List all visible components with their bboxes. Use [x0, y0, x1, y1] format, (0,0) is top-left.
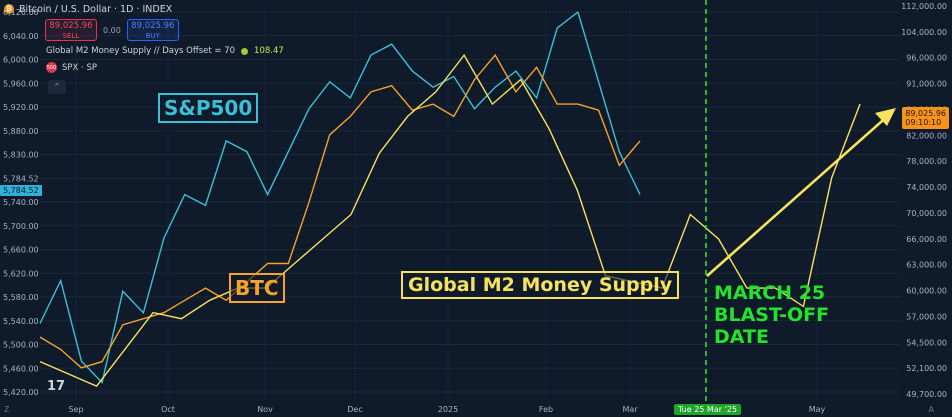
left-tick-label: 5,960.00	[3, 79, 39, 88]
buy-price: 89,025.96	[131, 21, 175, 31]
countdown: 09:10:10	[905, 118, 942, 127]
right-tick-label: 60,000.00	[906, 287, 947, 296]
chevron-up-icon: ⌃	[53, 82, 61, 91]
x-tick-label: Feb	[539, 405, 553, 414]
current-price: 89,025.96	[905, 109, 946, 118]
left-tick-label: 5,740.00	[3, 198, 39, 207]
left-tick-label: 5,580.00	[3, 293, 39, 302]
x-tick-label: Oct	[161, 405, 175, 414]
m2-status-icon	[241, 47, 249, 55]
march-line-3: DATE	[714, 326, 769, 348]
right-tick-label: 104,000.00	[901, 28, 947, 37]
buy-label: BUY	[145, 32, 160, 40]
left-tick-label: 5,500.00	[3, 341, 39, 350]
blast-off-arrow-line	[706, 113, 891, 277]
symbol-title: Bitcoin / U.S. Dollar · 1D · INDEX	[19, 3, 173, 15]
collapse-legend-button[interactable]: ⌃	[48, 80, 66, 94]
right-tick-label: 112,000.00	[901, 2, 947, 11]
right-tick-label: 54,500.00	[906, 338, 947, 347]
right-tick-label: 91,000.00	[906, 80, 947, 89]
left-tick-label: 5,920.00	[3, 103, 39, 112]
spx-icon: 500	[46, 62, 57, 73]
left-tick-label: 5,420.00	[3, 388, 39, 397]
right-tick-label: 70,000.00	[906, 209, 947, 218]
series-line-2	[39, 53, 861, 388]
spx-price-tag: 5,784.52	[0, 185, 42, 196]
grid: 6,120.00 6,040.00 6,000.00 5,960.00 5,920.00…	[3, 2, 947, 414]
m2-indicator-value: 108.47	[254, 46, 284, 56]
x-tick-label: May	[809, 405, 826, 414]
right-tick-label: 82,000.00	[906, 131, 947, 140]
left-tick-label: 5,540.00	[3, 317, 39, 326]
spx-indicator-label: SPX · SP	[62, 62, 97, 73]
sell-label: SELL	[62, 32, 80, 40]
left-tick-label: 6,120.00	[3, 8, 39, 17]
symbol-header[interactable]: ₿ Bitcoin / U.S. Dollar · 1D · INDEX	[0, 0, 172, 18]
m2-indicator-label: Global M2 Money Supply // Days Offset = …	[46, 46, 236, 56]
trade-buttons: 89,025.96 SELL 0.00 89,025.96 BUY	[45, 19, 179, 41]
date-marker-tag: Tue 25 Mar '25	[674, 404, 741, 415]
current-price-tag: 89,025.96 09:10:10	[902, 107, 949, 129]
sp500-annotation: S&P500	[158, 93, 259, 123]
x-tick-label: Dec	[347, 405, 362, 414]
sell-price: 89,025.96	[49, 21, 93, 31]
left-tick-label: 5,460.00	[3, 364, 39, 373]
march-line-1: MARCH 25	[714, 282, 826, 304]
right-tick-label: 49,700.00	[906, 390, 947, 399]
right-tick-label: 63,000.00	[906, 261, 947, 270]
bitcoin-icon: ₿	[4, 4, 14, 14]
right-tick-label: 52,100.00	[906, 364, 947, 373]
spx-indicator-legend[interactable]: 500 SPX · SP	[46, 62, 97, 73]
arrow-head-icon	[875, 108, 896, 126]
left-tick-label: 5,660.00	[3, 246, 39, 255]
left-tick-label: 5,880.00	[3, 127, 39, 136]
left-tick-label: 5,784.52	[3, 174, 39, 183]
right-tick-label: 74,000.00	[906, 183, 947, 192]
sell-button[interactable]: 89,025.96 SELL	[45, 19, 97, 41]
spread-value: 0.00	[103, 25, 121, 35]
scale-z-icon[interactable]: Z	[4, 405, 10, 414]
overlay	[705, 0, 896, 404]
left-tick-label: 5,700.00	[3, 222, 39, 231]
m2-indicator-legend[interactable]: Global M2 Money Supply // Days Offset = …	[46, 46, 284, 56]
right-tick-label: 66,000.00	[906, 235, 947, 244]
left-tick-label: 6,040.00	[3, 32, 39, 41]
right-tick-label: 57,000.00	[906, 312, 947, 321]
x-tick-label: Nov	[257, 405, 273, 414]
x-tick-label: Sep	[68, 405, 83, 414]
scale-a-icon[interactable]: A	[928, 405, 934, 414]
tradingview-logo-icon[interactable]: 17	[47, 379, 66, 394]
left-tick-label: 5,620.00	[3, 269, 39, 278]
m2-annotation: Global M2 Money Supply	[401, 271, 680, 299]
right-tick-label: 78,000.00	[906, 157, 947, 166]
x-tick-label: Mar	[622, 405, 638, 414]
left-tick-label: 6,000.00	[3, 56, 39, 65]
buy-button[interactable]: 89,025.96 BUY	[126, 19, 179, 41]
btc-annotation: BTC	[229, 273, 285, 303]
x-tick-label: 2025	[438, 405, 458, 414]
series-lines	[39, 10, 861, 388]
right-tick-label: 96,000.00	[906, 54, 947, 63]
march-line-2: BLAST-OFF	[714, 304, 830, 326]
left-tick-label: 5,830.00	[3, 151, 39, 160]
series-line-1	[39, 53, 641, 369]
series-line-0	[39, 10, 641, 385]
march-annotation: MARCH 25 BLAST-OFF DATE	[714, 282, 829, 348]
